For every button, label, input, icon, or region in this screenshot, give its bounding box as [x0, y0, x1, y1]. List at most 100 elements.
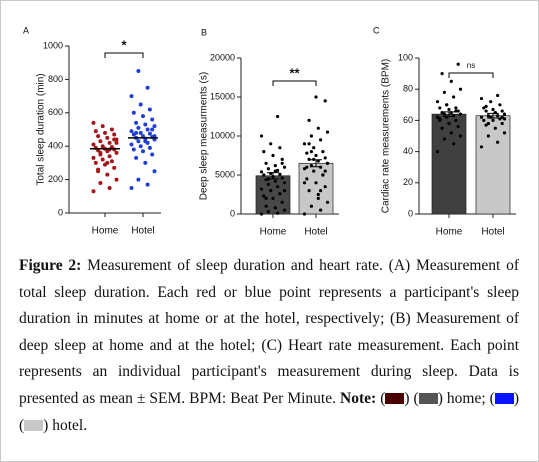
data-point — [316, 192, 320, 197]
data-point — [259, 187, 264, 191]
data-point — [500, 115, 504, 119]
data-point — [496, 93, 500, 98]
data-point — [114, 150, 119, 155]
data-point — [136, 125, 141, 130]
data-point — [438, 117, 442, 121]
data-point — [440, 111, 444, 115]
data-point — [141, 149, 145, 154]
error-bar — [267, 172, 279, 180]
data-point — [262, 150, 266, 154]
data-point — [276, 211, 280, 215]
data-point — [136, 69, 141, 74]
data-point — [482, 118, 486, 122]
data-point — [147, 145, 152, 150]
data-point — [112, 165, 117, 170]
data-point — [305, 165, 309, 169]
paren: ( — [413, 389, 419, 407]
y-axis-label: Total sleep duration (min) — [36, 73, 47, 185]
data-point — [100, 124, 105, 129]
bar — [431, 113, 467, 215]
data-point — [107, 185, 112, 190]
data-point — [435, 100, 440, 104]
data-point — [442, 112, 446, 116]
significance-label: ns — [467, 61, 475, 70]
data-point — [440, 126, 444, 130]
data-point — [323, 156, 327, 160]
significance-bracket — [272, 80, 317, 86]
data-point — [145, 127, 150, 132]
data-point — [321, 173, 325, 177]
data-point — [280, 157, 284, 161]
paren: ) — [513, 389, 520, 407]
data-point — [145, 85, 150, 90]
data-point — [500, 109, 504, 113]
data-point — [273, 206, 277, 210]
data-point — [316, 196, 320, 200]
y-tick-label: 0 — [230, 208, 235, 218]
y-tick-label: 400 — [48, 141, 63, 151]
data-point — [319, 138, 323, 142]
data-point — [447, 107, 451, 112]
data-point — [305, 151, 309, 155]
data-point — [129, 142, 134, 147]
data-point — [259, 170, 264, 174]
x-tick-label: Home — [260, 227, 287, 238]
data-point — [96, 134, 101, 139]
data-point — [93, 160, 98, 165]
data-point — [138, 102, 143, 107]
y-tick-label: 40 — [403, 146, 413, 156]
data-point — [491, 118, 495, 122]
data-point — [479, 115, 484, 119]
data-point — [112, 132, 117, 137]
y-tick-label: 0 — [408, 208, 413, 218]
data-point — [276, 114, 280, 119]
data-point — [452, 95, 456, 99]
data-point — [269, 189, 273, 193]
error-bar — [310, 159, 322, 168]
data-point — [271, 196, 275, 200]
data-point — [316, 126, 320, 130]
color-swatch — [385, 392, 405, 404]
y-tick-label: 15000 — [210, 91, 235, 101]
data-point — [103, 130, 107, 135]
data-point — [435, 150, 440, 154]
data-point — [479, 145, 484, 149]
legend-text: hotel. — [52, 416, 88, 434]
data-point — [309, 204, 313, 208]
data-point — [482, 106, 486, 110]
data-point — [449, 79, 453, 83]
data-point — [280, 176, 284, 180]
data-point — [259, 134, 264, 138]
y-axis-label: Deep sleep measurments (s) — [199, 72, 210, 200]
x-tick-label: Home — [436, 227, 463, 238]
x-tick-label: Home — [92, 226, 119, 237]
data-point — [502, 131, 507, 135]
paren: ( — [489, 389, 495, 407]
data-point — [486, 121, 490, 126]
data-point — [266, 167, 270, 171]
data-point — [456, 125, 460, 129]
data-point — [282, 165, 287, 169]
data-point — [143, 139, 148, 144]
data-point — [323, 185, 327, 189]
data-point — [280, 200, 284, 204]
error-bar — [443, 111, 455, 117]
paren: ) — [404, 389, 410, 407]
data-point — [278, 146, 282, 150]
data-point — [498, 103, 502, 107]
bar — [298, 162, 334, 215]
data-point — [143, 122, 148, 127]
data-point — [278, 172, 282, 176]
y-tick-label: 1000 — [43, 40, 63, 50]
data-point — [105, 172, 110, 177]
data-point — [442, 137, 446, 141]
data-point — [282, 208, 287, 212]
data-point — [325, 161, 330, 165]
data-point — [150, 152, 155, 157]
data-point — [98, 139, 103, 144]
data-point — [323, 169, 327, 173]
data-point — [314, 181, 318, 185]
data-point — [264, 196, 268, 200]
data-point — [438, 106, 442, 110]
